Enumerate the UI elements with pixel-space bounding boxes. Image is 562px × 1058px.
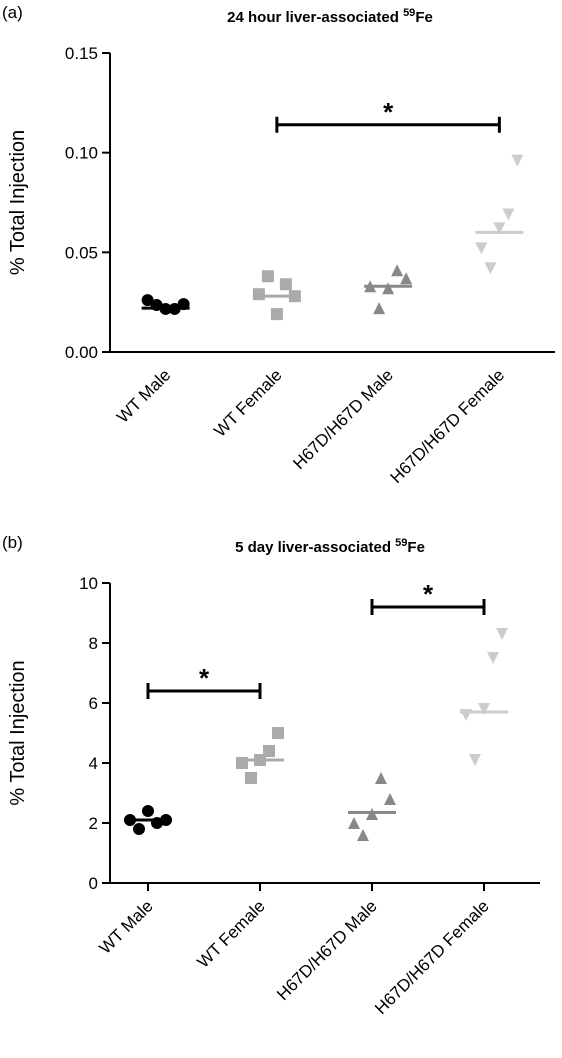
data-point	[141, 294, 154, 307]
chart-title: 24 hour liver-associated 59Fe	[227, 7, 433, 26]
data-point	[261, 270, 274, 283]
title-text: Fe	[407, 539, 425, 556]
title-superscript: 59	[403, 7, 415, 19]
data-point	[478, 703, 490, 715]
data-point	[279, 278, 292, 291]
title-text: Fe	[415, 9, 433, 26]
data-point	[502, 208, 515, 221]
data-point	[487, 652, 499, 664]
data-point	[511, 154, 524, 167]
data-point	[270, 308, 283, 321]
title-superscript: 59	[395, 537, 407, 549]
data-point	[391, 264, 404, 277]
y-tick-label: 10	[79, 574, 98, 593]
significance-bracket	[146, 683, 262, 699]
data-point	[373, 302, 386, 315]
y-tick-label: 0	[89, 874, 98, 893]
data-point	[252, 288, 265, 301]
data-point	[493, 222, 506, 235]
y-tick-label: 8	[89, 634, 98, 653]
y-tick-label: 0.10	[65, 144, 98, 163]
significance-label: *	[383, 97, 394, 127]
title-text: 5 day liver-associated	[235, 539, 395, 556]
panel-label: (b)	[2, 533, 23, 552]
significance-bracket	[275, 116, 501, 133]
data-point	[357, 829, 369, 841]
title-text: 24 hour liver-associated	[227, 9, 403, 26]
significance-bracket	[370, 599, 486, 615]
data-point	[133, 823, 145, 835]
data-point	[263, 745, 275, 757]
data-point	[245, 772, 257, 784]
data-point	[469, 754, 481, 766]
x-tick-label: WT Male	[113, 365, 174, 426]
y-tick-label: 0.05	[65, 243, 98, 262]
data-point	[272, 727, 284, 739]
data-point	[348, 817, 360, 829]
y-tick-label: 2	[89, 814, 98, 833]
panel-label: (a)	[2, 3, 23, 22]
x-tick-label: H67D/H67D Female	[371, 896, 493, 1018]
data-point	[384, 793, 396, 805]
data-point	[400, 272, 413, 285]
data-point	[484, 262, 497, 275]
significance-label: *	[199, 663, 210, 693]
x-tick-label: H67D/H67D Male	[273, 896, 381, 1004]
data-point	[496, 628, 508, 640]
x-tick-label: H67D/H67D Male	[289, 365, 397, 473]
data-point	[375, 772, 387, 784]
x-tick-label: WT Female	[210, 365, 285, 440]
x-tick-label: WT Male	[96, 896, 157, 957]
significance-label: *	[423, 579, 434, 609]
y-tick-label: 4	[89, 754, 98, 773]
y-tick-label: 6	[89, 694, 98, 713]
chart-title: 5 day liver-associated 59Fe	[235, 537, 425, 556]
data-point	[475, 242, 488, 255]
y-axis-label: % Total Injection	[7, 130, 29, 275]
y-tick-label: 0.00	[65, 343, 98, 362]
x-tick-label: H67D/H67D Female	[387, 365, 509, 487]
data-point	[382, 282, 395, 295]
data-point	[142, 805, 154, 817]
y-tick-label: 0.15	[65, 44, 98, 63]
x-tick-label: WT Female	[193, 896, 268, 971]
y-axis-label: % Total Injection	[7, 660, 29, 805]
